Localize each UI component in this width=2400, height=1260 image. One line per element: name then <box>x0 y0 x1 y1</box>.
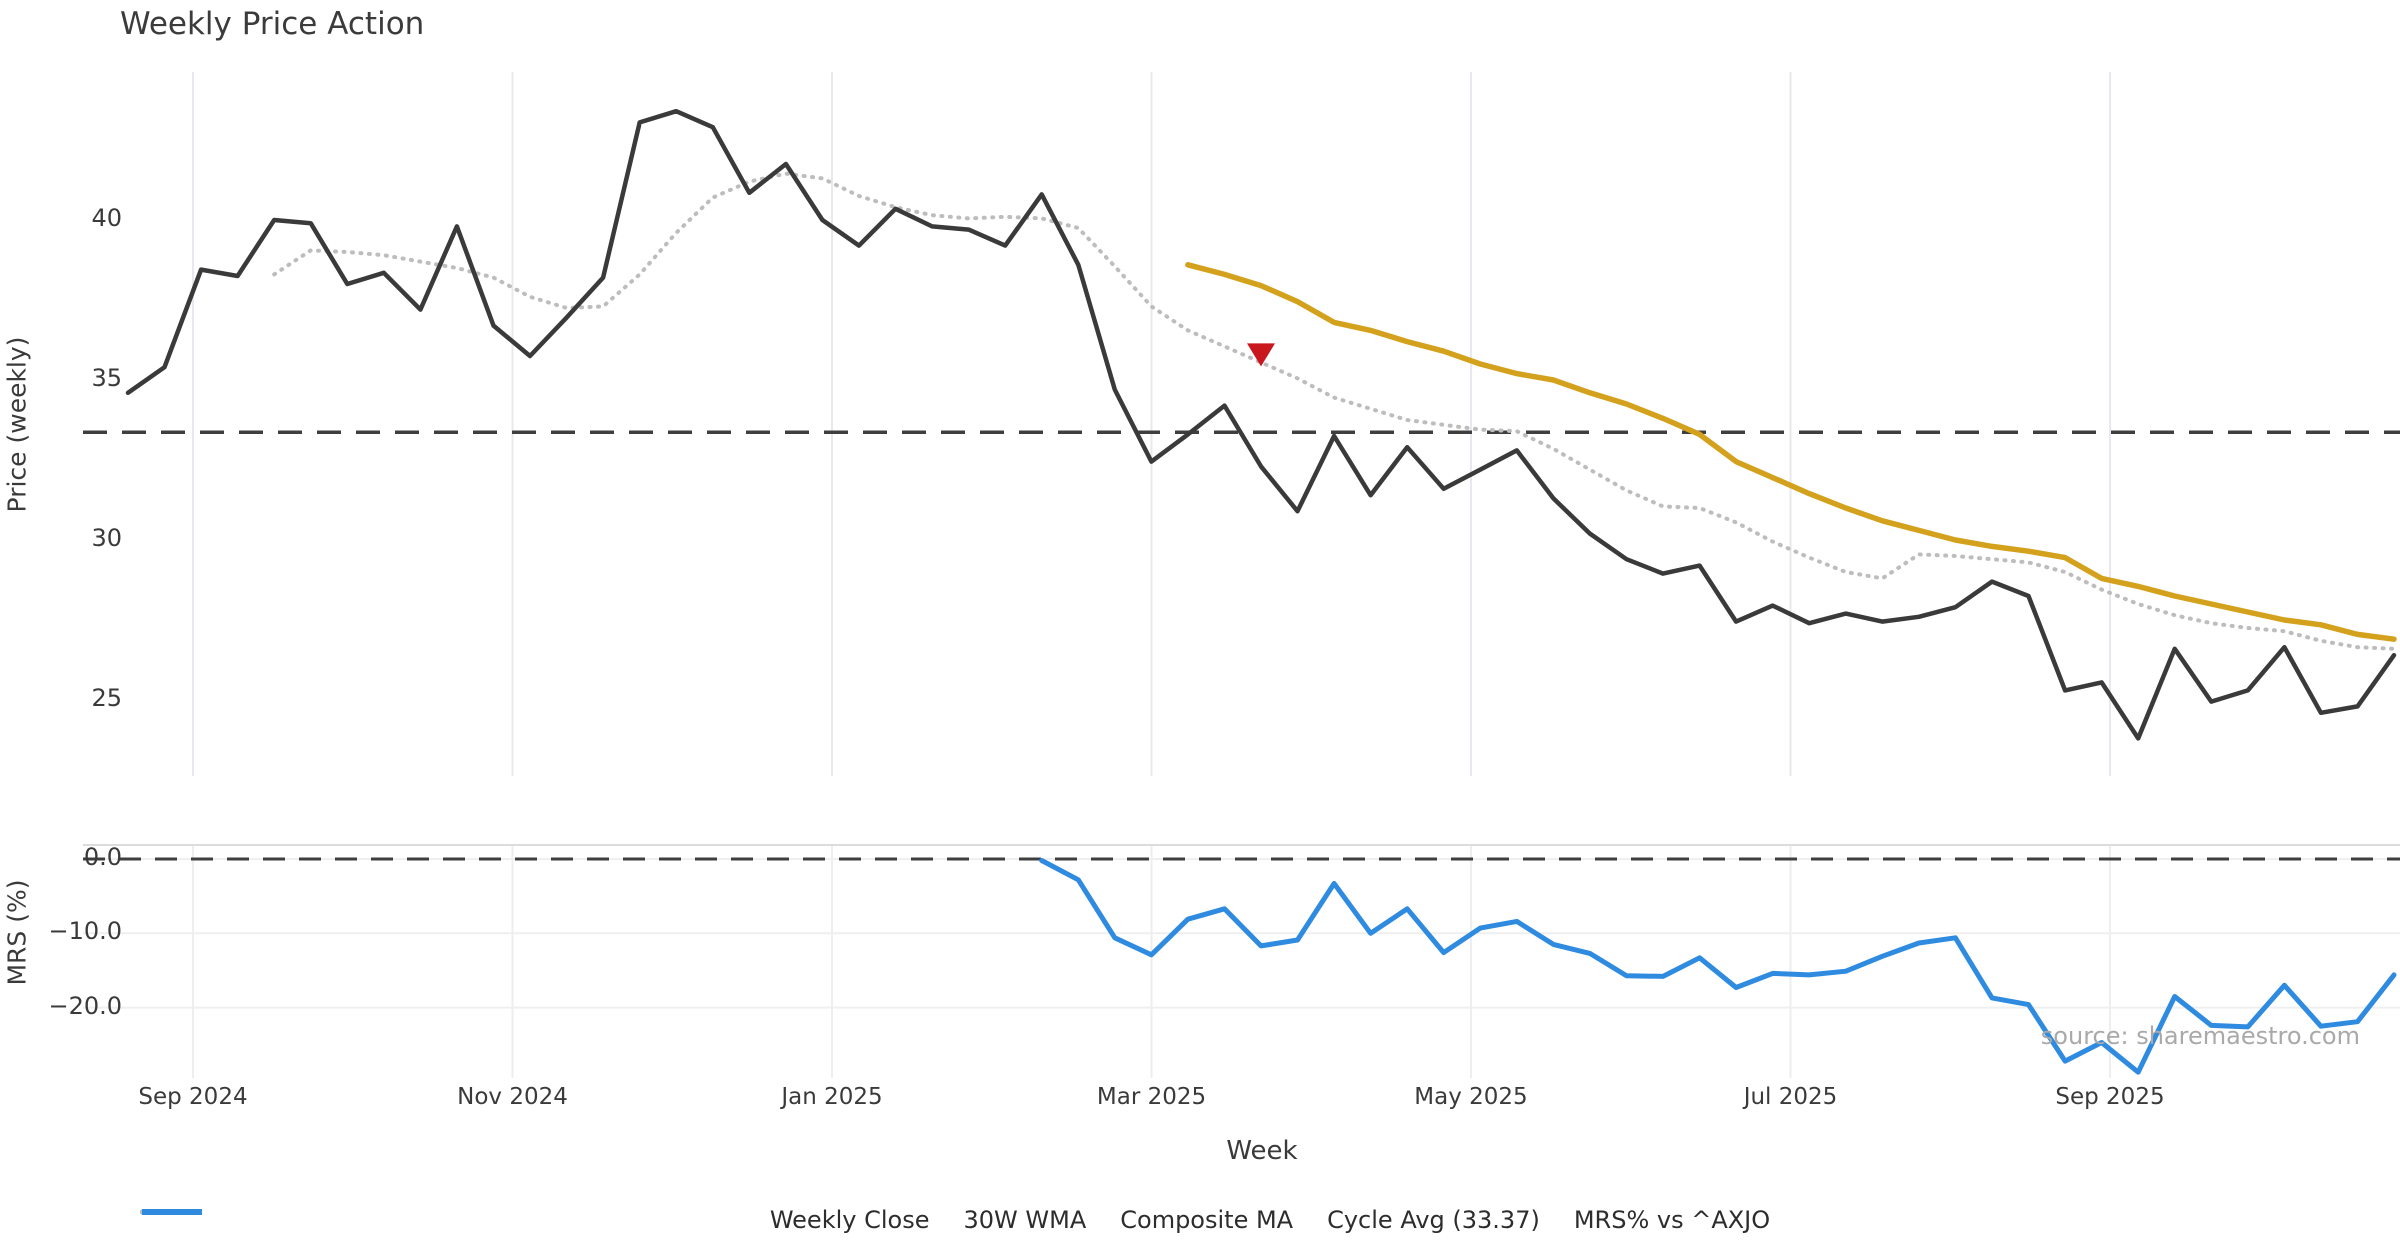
price-ytick: 30 <box>91 524 122 552</box>
legend-label: 30W WMA <box>963 1206 1087 1234</box>
legend: Weekly Close 30W WMA Composite MA Cycle Avg… <box>140 1206 2400 1234</box>
mrs-ytick: −20.0 <box>48 991 122 1020</box>
x-tick: Jan 2025 <box>781 1084 883 1110</box>
mrs-ytick: 0.0 <box>83 843 122 871</box>
price-ytick: 40 <box>91 204 122 232</box>
x-tick: Nov 2024 <box>457 1084 568 1110</box>
legend-label: MRS% vs ^AXJO <box>1573 1206 1771 1234</box>
price-ytick: 25 <box>91 684 122 712</box>
legend-swatch-solid <box>142 1209 202 1215</box>
x-tick: May 2025 <box>1414 1084 1528 1110</box>
mrs-ytick: −10.0 <box>48 917 122 946</box>
legend-item: Composite MA <box>140 1206 1294 1234</box>
x-tick: Mar 2025 <box>1096 1084 1207 1110</box>
legend-item: Cycle Avg (33.37) <box>142 1206 1540 1234</box>
legend-item: Weekly Close <box>142 1206 930 1234</box>
chart-title: Weekly Price Action <box>120 6 425 42</box>
weekly-close-line <box>125 108 2397 741</box>
x-axis-label: Week <box>1226 1136 1298 1166</box>
source-watermark: source: sharemaestro.com <box>2040 1022 2360 1050</box>
sell-signal-marker <box>1247 343 1275 367</box>
legend-label: Composite MA <box>1120 1206 1294 1234</box>
wma-30w-line <box>1185 262 2397 642</box>
x-tick: Sep 2025 <box>2055 1084 2165 1110</box>
mrs-line <box>1039 858 2397 1075</box>
x-tick: Jul 2025 <box>1743 1084 1838 1110</box>
legend-item: 30W WMA <box>142 1206 1087 1234</box>
legend-item: MRS% vs ^AXJO <box>142 1206 1771 1234</box>
composite-ma-line <box>272 171 2396 651</box>
price-ytick: 35 <box>91 364 122 392</box>
legend-label: Cycle Avg (33.37) <box>1327 1206 1540 1234</box>
x-tick: Sep 2024 <box>138 1084 248 1110</box>
legend-label: Weekly Close <box>769 1206 930 1234</box>
